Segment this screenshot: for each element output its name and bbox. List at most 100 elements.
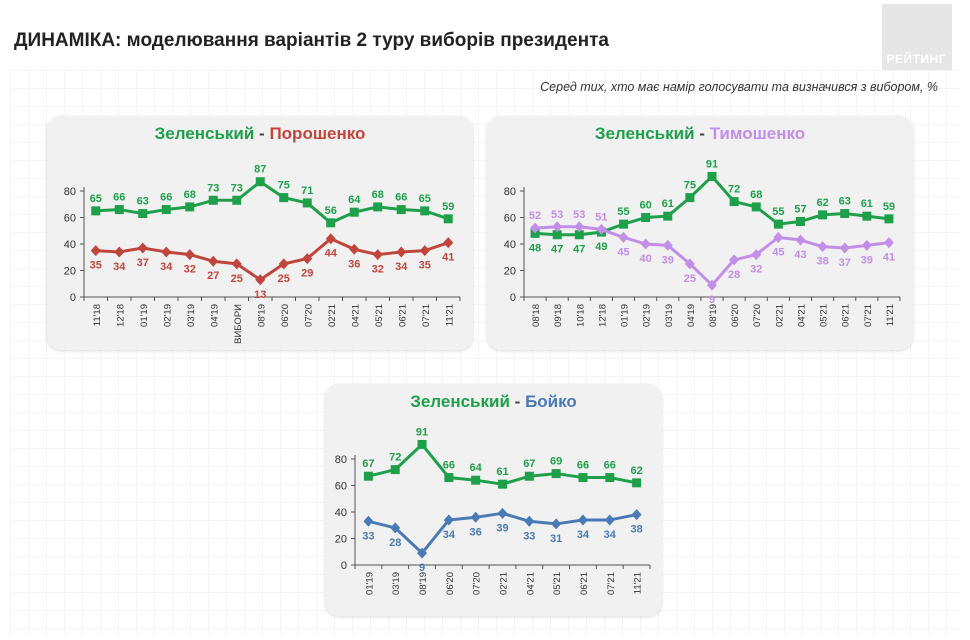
data-point <box>302 253 313 265</box>
x-tick-label: 11'21 <box>444 304 455 326</box>
data-point <box>91 206 101 216</box>
x-tick-label: 05'21 <box>819 304 830 327</box>
x-tick-label: 11'21 <box>633 572 644 594</box>
x-tick-label: 06'21 <box>841 304 852 327</box>
data-label: 38 <box>816 256 828 268</box>
title-boiko: Бойко <box>525 392 577 411</box>
y-tick-label: 80 <box>504 186 516 198</box>
data-label: 64 <box>470 462 483 474</box>
title-separator: - <box>259 124 265 143</box>
data-point <box>470 511 481 523</box>
data-label: 71 <box>301 185 313 197</box>
data-label: 13 <box>254 289 266 301</box>
y-tick-label: 60 <box>504 213 516 225</box>
series-line <box>534 225 890 287</box>
data-label: 35 <box>419 260 431 272</box>
chart-panel-boiko: Зеленський - Бойко 0 20 40 60 80 01'19 03'19 08… <box>325 384 662 616</box>
data-point <box>605 473 615 483</box>
data-point <box>840 209 850 219</box>
data-label: 91 <box>416 426 428 438</box>
data-label: 61 <box>861 198 873 210</box>
data-label: 69 <box>550 456 562 468</box>
data-label: 41 <box>883 252 895 264</box>
data-point <box>795 234 806 246</box>
title-poroshenko: Порошенко <box>269 124 366 143</box>
x-tick-label: 01'19 <box>620 304 631 327</box>
chart-panel-poroshenko: Зеленський - Порошенко 0 20 40 60 80 11'18 12'… <box>47 116 473 350</box>
x-tick-label: 12'18 <box>597 304 608 327</box>
data-label: 68 <box>372 189 384 201</box>
data-point <box>551 518 562 530</box>
x-tick-label: 03'19 <box>391 572 402 595</box>
data-label: 49 <box>595 241 607 253</box>
y-tick-label: 60 <box>335 481 347 493</box>
x-tick-label: 05'21 <box>552 572 563 595</box>
y-tick-label: 0 <box>510 292 516 304</box>
data-label: 32 <box>184 264 196 276</box>
x-tick-label: 06'21 <box>397 304 408 327</box>
title-zelenskyi: Зеленський <box>154 124 255 143</box>
chart-subtitle: Серед тих, хто має намір голосувати та в… <box>540 80 938 94</box>
panel-title: Зеленський - Порошенко <box>47 124 473 144</box>
series-line <box>95 180 449 225</box>
data-label: 34 <box>113 261 126 273</box>
x-tick-label: 09'18 <box>553 304 564 327</box>
data-label: 47 <box>573 244 585 256</box>
x-tick-label: 07'21 <box>606 572 617 595</box>
data-label: 65 <box>90 193 102 205</box>
data-point <box>619 219 629 229</box>
data-label: 66 <box>604 460 616 472</box>
x-tick-label: 08'19 <box>708 304 719 327</box>
x-tick-label: 02'19 <box>162 304 173 327</box>
data-label: 34 <box>443 529 456 541</box>
data-label: 72 <box>389 452 401 464</box>
data-label: 73 <box>207 182 219 194</box>
x-tick-label: 07'20 <box>752 304 763 327</box>
data-label: 37 <box>137 257 149 269</box>
data-point <box>373 202 383 212</box>
data-point <box>443 514 454 526</box>
y-tick-label: 40 <box>64 239 76 251</box>
logo-text: РЕЙТИНГ <box>886 52 946 66</box>
data-point <box>618 231 629 243</box>
series-line <box>368 442 637 486</box>
title-tymoshenko: Тимошенко <box>709 124 806 143</box>
title-separator: - <box>699 124 705 143</box>
data-point <box>184 249 195 261</box>
data-label: 9 <box>709 294 715 306</box>
data-point <box>278 258 289 270</box>
data-label: 67 <box>362 458 374 470</box>
data-point <box>729 254 740 266</box>
data-label: 64 <box>348 194 361 206</box>
data-point <box>396 205 406 215</box>
data-label: 55 <box>772 206 784 218</box>
data-point <box>417 439 427 449</box>
data-point <box>419 245 430 257</box>
data-point <box>707 279 717 291</box>
data-point <box>363 471 373 481</box>
data-label: 47 <box>551 244 563 256</box>
data-point <box>524 471 534 481</box>
data-label: 37 <box>839 257 851 269</box>
y-tick-label: 80 <box>335 454 347 466</box>
data-label: 44 <box>325 248 338 260</box>
x-tick-label: 04'21 <box>796 304 807 327</box>
y-tick-label: 0 <box>70 292 76 304</box>
data-point <box>795 216 805 226</box>
data-point <box>390 522 401 534</box>
data-point <box>114 246 125 258</box>
x-tick-label: 08'19 <box>256 304 267 327</box>
data-label: 35 <box>90 260 102 272</box>
x-tick-label: 07'20 <box>472 572 483 595</box>
chart-svg-tymoshenko: 0 20 40 60 80 08'18 09'18 10'18 12'18 01'19 02'19 0… <box>504 158 901 327</box>
data-label: 38 <box>630 524 642 536</box>
data-point <box>632 478 642 488</box>
data-point <box>861 239 872 251</box>
data-label: 34 <box>160 261 173 273</box>
data-point <box>420 206 430 216</box>
data-label: 31 <box>550 533 562 545</box>
data-label: 75 <box>684 180 696 192</box>
x-tick-label: 02'21 <box>327 304 338 327</box>
data-label: 66 <box>443 460 455 472</box>
x-tick-label: 02'21 <box>499 572 510 595</box>
